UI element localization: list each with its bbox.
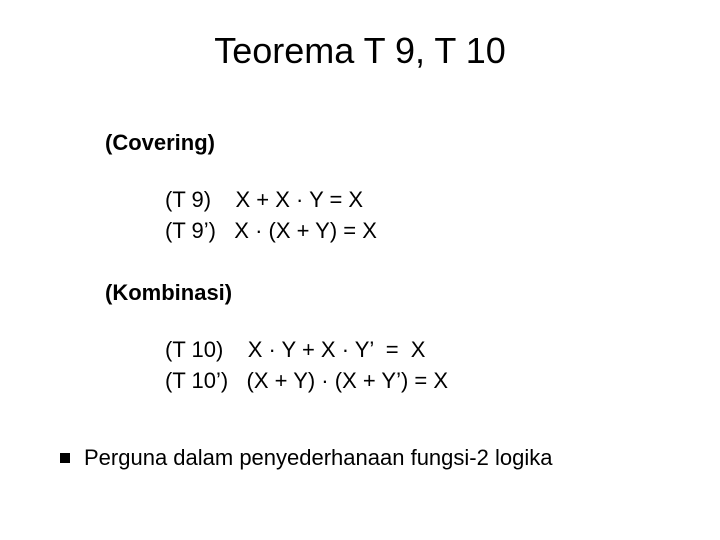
t10-expr: X · Y + X · Y’ = X [248, 337, 426, 362]
covering-theorems: (T 9) X + X · Y = X (T 9’) X · (X + Y) =… [165, 185, 377, 247]
square-bullet-icon [60, 453, 70, 463]
slide-title: Teorema T 9, T 10 [0, 30, 720, 72]
theorem-t10-prime: (T 10’) (X + Y) · (X + Y’) = X [165, 366, 448, 397]
t10p-label: (T 10’) [165, 368, 228, 393]
t9p-expr: X · (X + Y) = X [234, 218, 377, 243]
kombinasi-heading: (Kombinasi) [105, 280, 232, 306]
t9-expr: X + X · Y = X [236, 187, 364, 212]
slide: Teorema T 9, T 10 (Covering) (T 9) X + X… [0, 0, 720, 540]
bullet-text: Perguna dalam penyederhanaan fungsi-2 lo… [84, 445, 552, 471]
theorem-t9: (T 9) X + X · Y = X [165, 185, 377, 216]
covering-heading: (Covering) [105, 130, 215, 156]
t9-label: (T 9) [165, 187, 211, 212]
theorem-t10: (T 10) X · Y + X · Y’ = X [165, 335, 448, 366]
theorem-t9-prime: (T 9’) X · (X + Y) = X [165, 216, 377, 247]
t10p-expr: (X + Y) · (X + Y’) = X [247, 368, 449, 393]
kombinasi-theorems: (T 10) X · Y + X · Y’ = X (T 10’) (X + Y… [165, 335, 448, 397]
t9p-label: (T 9’) [165, 218, 216, 243]
t10-label: (T 10) [165, 337, 223, 362]
bullet-item: Perguna dalam penyederhanaan fungsi-2 lo… [60, 445, 552, 471]
